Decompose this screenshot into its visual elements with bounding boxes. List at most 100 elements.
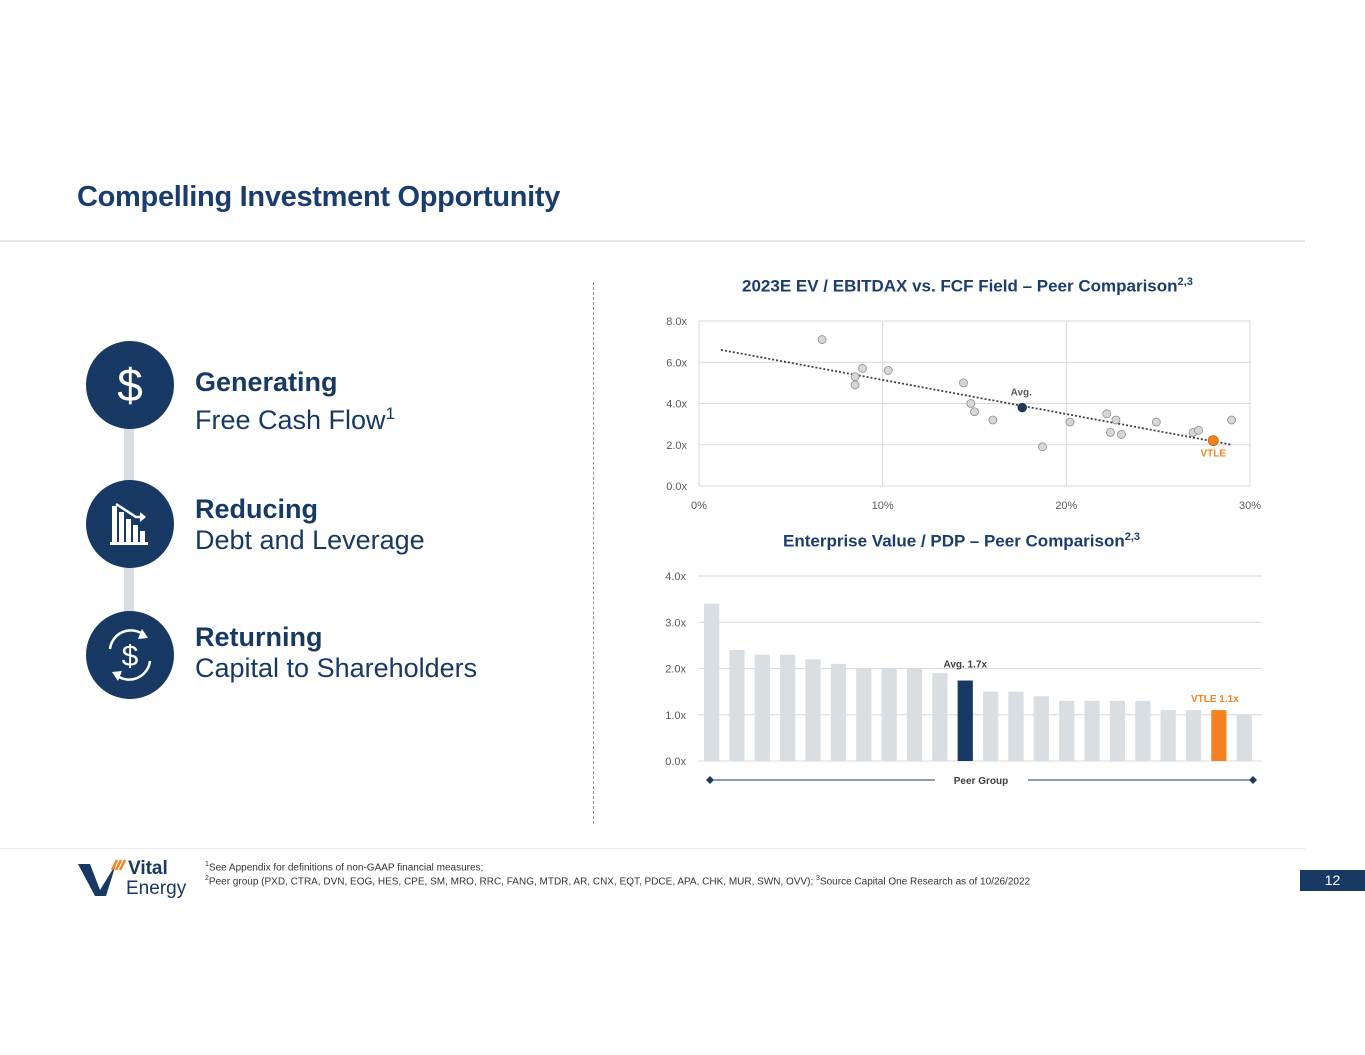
range-end-marker [1249, 776, 1257, 784]
bar [1109, 700, 1126, 761]
trendline [720, 348, 1232, 446]
footnote-ref: 1 [385, 404, 396, 423]
logo-text-vital: Vital [128, 858, 168, 879]
peer-point [1117, 430, 1126, 439]
bar-chart: 0.0x 1.0x 2.0x 3.0x 4.0x Avg. 1.7x VTLE 1.1x Pe… [665, 571, 1262, 787]
peer-point [1151, 417, 1161, 427]
peer-point [1227, 415, 1237, 425]
footnote-text: See Appendix for definitions of non-GAAP… [208, 862, 484, 874]
bar [1160, 710, 1176, 761]
pillar-subtitle: Debt and Leverage [195, 525, 425, 555]
y-tick-label: 0.0x [665, 756, 686, 768]
peer-point [817, 335, 827, 344]
dollar-cycle-icon: $ [86, 611, 174, 699]
average-point [1017, 402, 1027, 413]
footer-divider [0, 848, 1305, 849]
average-label: Avg. [1011, 388, 1033, 399]
scatter-chart-title: 2023E EV / EBITDAX vs. FCF Field – Peer … [742, 276, 1193, 297]
y-tick-label: 3.0x [665, 617, 686, 629]
y-tick-label: 2.0x [666, 440, 687, 452]
range-start-marker [706, 776, 714, 784]
bar-chart-title: Enterprise Value / PDP – Peer Comparison… [783, 531, 1140, 552]
footnote-1: 1See Appendix for definitions of non-GAA… [205, 861, 483, 873]
bar [1059, 700, 1075, 761]
footnote-text: Source Capital One Research as of 10/26/… [819, 876, 1031, 888]
footnote-ref: 2,3 [1177, 276, 1193, 288]
bar [881, 668, 897, 761]
bar [754, 654, 770, 761]
vertical-dashed-divider [593, 282, 594, 824]
bar [729, 650, 745, 761]
pillar-returning: Returning Capital to Shareholders [195, 622, 477, 684]
footnote-marker: 1 [205, 861, 209, 868]
peer-point [966, 399, 976, 408]
y-tick-label: 2.0x [665, 664, 686, 676]
peer-point [1065, 417, 1075, 427]
footnote-marker: 3 [816, 875, 820, 882]
bar [704, 603, 720, 761]
peer-group-label: Peer Group [954, 776, 1008, 787]
bar [805, 659, 821, 761]
page-title: Compelling Investment Opportunity [77, 181, 561, 213]
peer-point [850, 380, 860, 390]
svg-text:$: $ [122, 640, 139, 673]
peer-point [858, 364, 867, 373]
vtle-bar [1211, 710, 1227, 761]
bar-title-text: Enterprise Value / PDP – Peer Comparison [783, 531, 1125, 551]
bar [1185, 710, 1202, 761]
y-tick-label: 1.0x [665, 710, 686, 722]
peer-point [1194, 425, 1203, 435]
y-tick-label: 6.0x [666, 357, 687, 369]
y-tick-label: 4.0x [665, 571, 686, 583]
pillar-subtitle: Capital to Shareholders [195, 653, 478, 683]
pillar-heading: Reducing [195, 494, 319, 524]
bar [906, 668, 923, 761]
peer-point [988, 415, 998, 425]
bar [1084, 700, 1100, 761]
bar [1008, 691, 1024, 761]
peer-point [1111, 415, 1121, 425]
footnote-text: Peer group (PXD, CTRA, DVN, EOG, HES, CP… [208, 876, 817, 888]
y-tick-label: 0.0x [666, 481, 687, 493]
company-logo: Vital Energy [76, 857, 201, 906]
svg-text:$: $ [117, 359, 143, 411]
logo-text-energy: Energy [126, 878, 187, 899]
x-tick-label: 0% [691, 500, 707, 512]
page-number: 12 [1300, 870, 1365, 891]
y-tick-label: 4.0x [666, 399, 687, 411]
peer-point [1106, 427, 1115, 437]
title-divider [0, 240, 1305, 242]
scatter-title-text: 2023E EV / EBITDAX vs. FCF Field – Peer … [742, 276, 1178, 296]
peer-point [850, 372, 860, 382]
pillar-subtitle-text: Free Cash Flow [195, 405, 386, 435]
x-tick-label: 20% [1055, 500, 1077, 512]
footnote-ref: 2,3 [1124, 531, 1141, 543]
pillar-heading: Generating [195, 367, 338, 397]
peer-point [1102, 409, 1112, 419]
average-bar [957, 680, 973, 761]
average-bar-label: Avg. 1.7x [943, 660, 987, 671]
x-tick-label: 10% [872, 500, 894, 512]
footnote-2: 2Peer group (PXD, CTRA, DVN, EOG, HES, C… [205, 875, 1030, 887]
bar [780, 654, 796, 761]
pillar-reducing: Reducing Debt and Leverage [195, 494, 425, 556]
scatter-chart: 0.0x 2.0x 4.0x 6.0x 8.0x 0% 10% 20% 30% Avg. VTLE [666, 316, 1261, 512]
peer-point [970, 407, 979, 417]
pillar-subtitle: Free Cash Flow1 [195, 398, 395, 436]
declining-bar-chart-icon [86, 480, 174, 568]
bar [932, 673, 948, 761]
peer-point [883, 366, 893, 375]
vtle-bar-label: VTLE 1.1x [1191, 694, 1239, 705]
bar [1236, 714, 1252, 761]
footnote-marker: 2 [205, 875, 209, 882]
bar [830, 663, 847, 761]
x-tick-label: 30% [1239, 500, 1261, 512]
peer-point [1038, 442, 1047, 452]
vtle-point [1207, 435, 1219, 447]
y-tick-label: 8.0x [666, 316, 687, 328]
pillar-generating: Generating Free Cash Flow1 [195, 367, 395, 436]
bar [1135, 700, 1151, 761]
bar [983, 691, 999, 761]
dollar-icon: $ [86, 341, 174, 429]
bar [1033, 696, 1049, 761]
